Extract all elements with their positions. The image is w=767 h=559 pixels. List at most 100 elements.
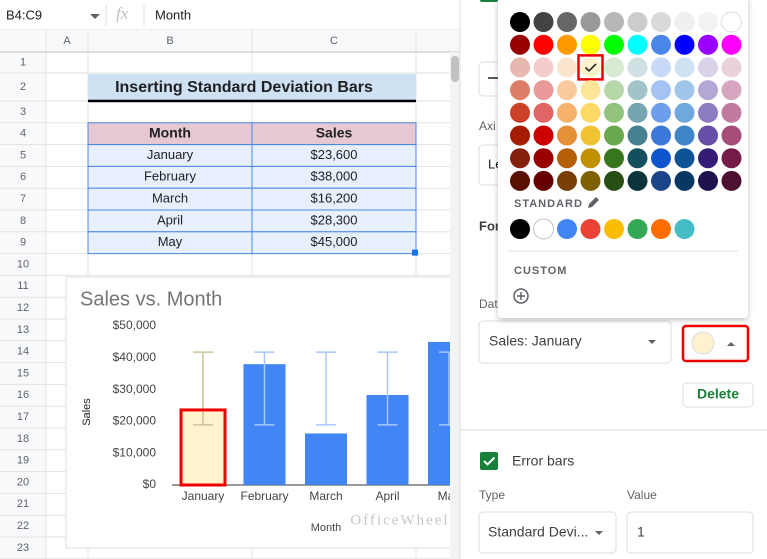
- swatch[interactable]: [674, 80, 695, 101]
- standard-swatch[interactable]: [651, 219, 671, 239]
- swatch[interactable]: [510, 125, 530, 146]
- swatch[interactable]: [557, 34, 577, 55]
- swatch[interactable]: [651, 102, 671, 123]
- swatch[interactable]: [674, 125, 695, 146]
- swatch[interactable]: [604, 57, 624, 78]
- standard-swatch[interactable]: [510, 219, 530, 239]
- swatch[interactable]: [651, 80, 671, 101]
- swatch[interactable]: [580, 125, 601, 146]
- swatch[interactable]: [604, 170, 624, 191]
- swatch[interactable]: [533, 125, 554, 146]
- swatch[interactable]: [557, 170, 577, 191]
- swatch[interactable]: [604, 125, 624, 146]
- swatch[interactable]: [510, 34, 530, 55]
- swatch[interactable]: [721, 148, 742, 169]
- swatch[interactable]: [627, 34, 648, 55]
- series-select[interactable]: [478, 320, 672, 364]
- swatch[interactable]: [627, 57, 648, 78]
- swatch[interactable]: [698, 125, 718, 146]
- swatch[interactable]: [651, 12, 671, 32]
- swatch[interactable]: [721, 125, 742, 146]
- swatch[interactable]: [604, 102, 624, 123]
- bar[interactable]: [305, 433, 347, 485]
- swatch[interactable]: [557, 12, 577, 32]
- swatch[interactable]: [627, 12, 648, 32]
- swatch[interactable]: [674, 12, 695, 32]
- swatch[interactable]: [627, 148, 648, 169]
- swatch[interactable]: [604, 34, 624, 55]
- swatch[interactable]: [674, 170, 695, 191]
- swatch[interactable]: [651, 125, 671, 146]
- swatch[interactable]: [533, 34, 554, 55]
- type-select[interactable]: [478, 511, 617, 554]
- swatch[interactable]: [604, 12, 624, 32]
- formula-text[interactable]: Month: [155, 7, 191, 22]
- swatch[interactable]: [533, 57, 554, 78]
- swatch[interactable]: [651, 148, 671, 169]
- swatch[interactable]: [580, 148, 601, 169]
- swatch[interactable]: [533, 170, 554, 191]
- edit-icon[interactable]: [588, 197, 599, 208]
- swatch[interactable]: [510, 12, 530, 32]
- swatch[interactable]: [651, 170, 671, 191]
- swatch[interactable]: [721, 80, 742, 101]
- swatch[interactable]: [557, 57, 577, 78]
- swatch[interactable]: [721, 57, 742, 78]
- swatch[interactable]: [674, 57, 695, 78]
- swatch[interactable]: [721, 11, 742, 33]
- swatch[interactable]: [510, 148, 530, 169]
- checkbox[interactable]: [480, 0, 498, 2]
- swatch[interactable]: [604, 148, 624, 169]
- scrollbar-thumb[interactable]: [451, 56, 459, 82]
- swatch[interactable]: [557, 148, 577, 169]
- swatch[interactable]: [651, 57, 671, 78]
- standard-swatch[interactable]: [674, 219, 695, 239]
- value-input[interactable]: [626, 511, 754, 554]
- swatch[interactable]: [627, 170, 648, 191]
- standard-swatch[interactable]: [533, 218, 554, 240]
- swatch[interactable]: [651, 34, 671, 55]
- swatch[interactable]: [721, 34, 742, 55]
- swatch[interactable]: [580, 34, 601, 55]
- standard-swatch[interactable]: [604, 219, 624, 239]
- swatch[interactable]: [698, 102, 718, 123]
- checkbox[interactable]: [480, 452, 498, 470]
- swatch[interactable]: [580, 12, 601, 32]
- swatch[interactable]: [627, 125, 648, 146]
- swatch[interactable]: [580, 102, 601, 123]
- swatch[interactable]: [580, 170, 601, 191]
- add-custom-icon[interactable]: [513, 288, 529, 304]
- swatch[interactable]: [674, 148, 695, 169]
- swatch[interactable]: [698, 148, 718, 169]
- standard-swatch[interactable]: [627, 219, 648, 239]
- swatch[interactable]: [627, 102, 648, 123]
- swatch[interactable]: [510, 102, 530, 123]
- swatch[interactable]: [533, 80, 554, 101]
- swatch[interactable]: [533, 102, 554, 123]
- standard-swatch[interactable]: [557, 219, 577, 239]
- swatch[interactable]: [533, 148, 554, 169]
- swatch[interactable]: [580, 57, 601, 78]
- swatch[interactable]: [510, 170, 530, 191]
- swatch[interactable]: [627, 80, 648, 101]
- swatch[interactable]: [698, 12, 718, 32]
- swatch[interactable]: [698, 34, 718, 55]
- name-box-arrow[interactable]: [90, 14, 100, 19]
- name-box[interactable]: B4:C9: [6, 7, 42, 22]
- swatch[interactable]: [674, 102, 695, 123]
- swatch[interactable]: [698, 57, 718, 78]
- swatch[interactable]: [674, 34, 695, 55]
- standard-swatch[interactable]: [580, 219, 601, 239]
- delete-button[interactable]: [682, 382, 754, 408]
- swatch[interactable]: [721, 102, 742, 123]
- swatch[interactable]: [580, 80, 601, 101]
- swatch[interactable]: [533, 12, 554, 32]
- swatch[interactable]: [698, 170, 718, 191]
- swatch[interactable]: [510, 57, 530, 78]
- swatch[interactable]: [604, 80, 624, 101]
- swatch[interactable]: [557, 125, 577, 146]
- swatch[interactable]: [557, 102, 577, 123]
- swatch[interactable]: [557, 80, 577, 101]
- swatch[interactable]: [510, 80, 530, 101]
- swatch[interactable]: [698, 80, 718, 101]
